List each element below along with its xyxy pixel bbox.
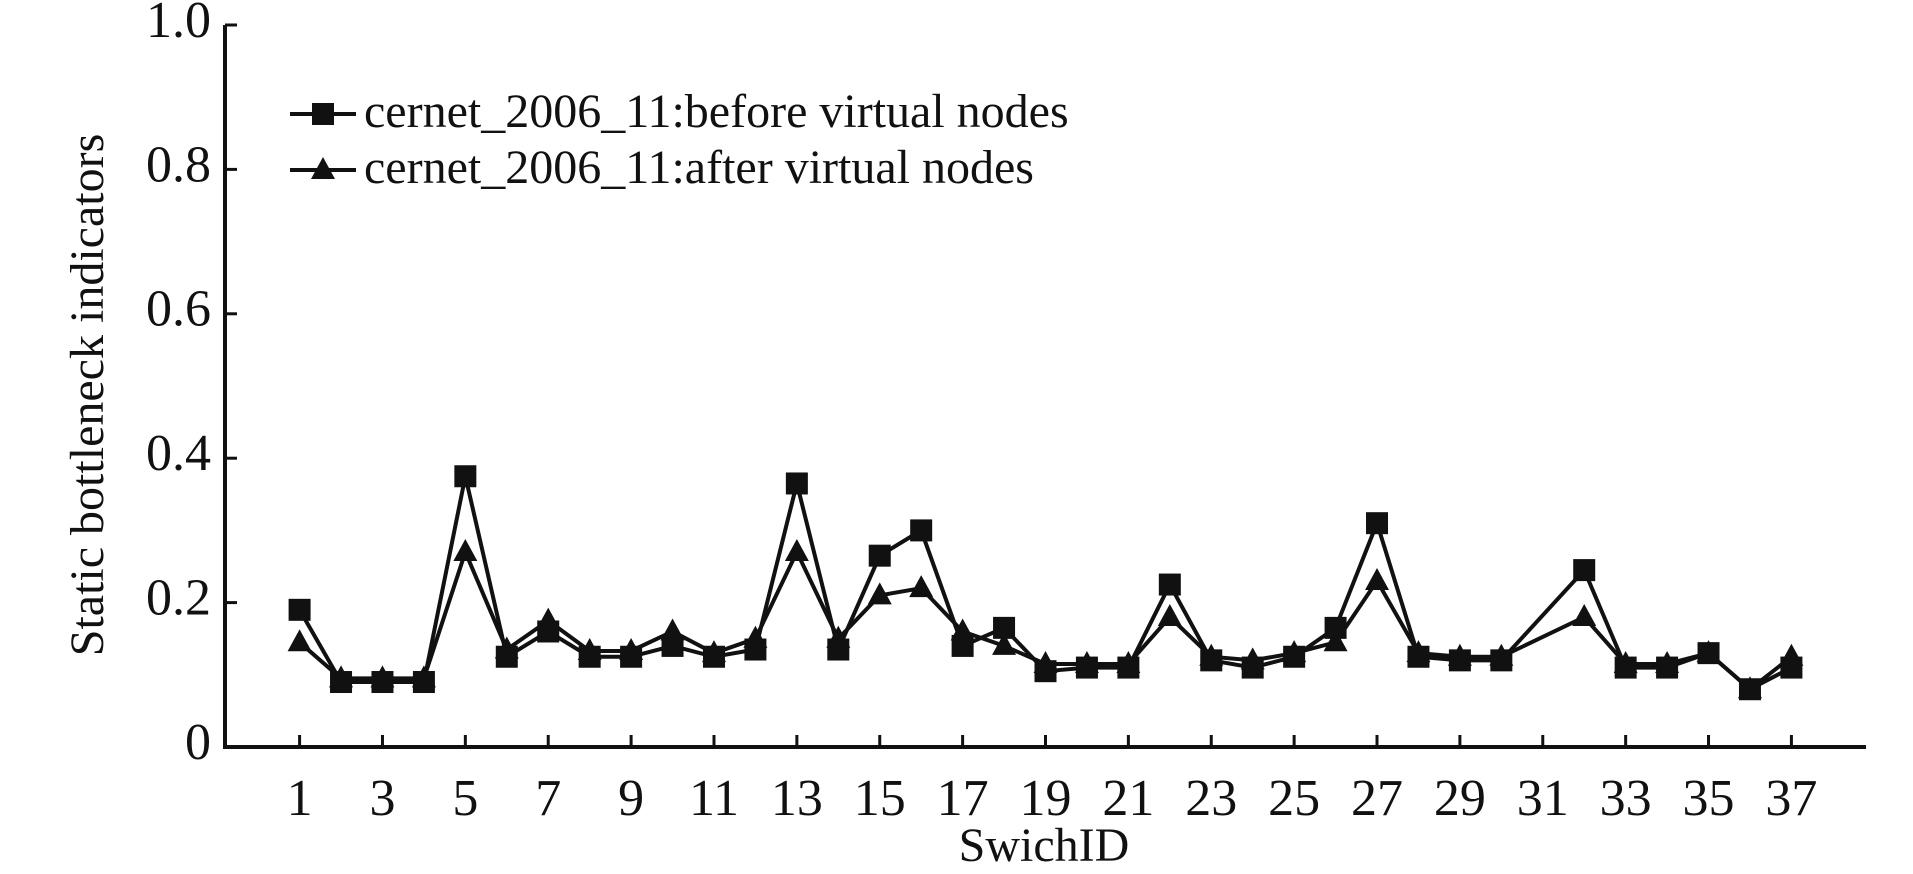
y-tick-label: 1.0 bbox=[146, 0, 211, 49]
marker-square bbox=[868, 544, 891, 567]
x-tick-label: 29 bbox=[1434, 770, 1486, 827]
marker-triangle bbox=[1282, 640, 1307, 663]
marker-triangle bbox=[1199, 643, 1224, 666]
marker-square bbox=[910, 519, 933, 542]
marker-triangle bbox=[1489, 643, 1514, 666]
y-tick-label: 0 bbox=[185, 714, 211, 771]
marker-triangle bbox=[1074, 650, 1099, 673]
x-tick-label: 9 bbox=[618, 770, 644, 827]
marker-triangle bbox=[1323, 629, 1348, 652]
x-tick-label: 33 bbox=[1600, 770, 1652, 827]
marker-triangle bbox=[701, 640, 726, 663]
y-axis-label: Static bottleneck indicators bbox=[61, 134, 114, 657]
marker-square bbox=[785, 472, 808, 495]
x-tick-label: 25 bbox=[1268, 770, 1320, 827]
x-tick-label: 3 bbox=[369, 770, 395, 827]
marker-triangle bbox=[370, 665, 395, 688]
marker-triangle bbox=[1406, 640, 1431, 663]
marker-triangle bbox=[1779, 643, 1804, 666]
marker-triangle bbox=[660, 618, 685, 641]
marker-square bbox=[312, 103, 334, 125]
marker-triangle bbox=[311, 157, 335, 179]
marker-square bbox=[288, 598, 311, 621]
x-tick-label: 35 bbox=[1683, 770, 1735, 827]
marker-triangle bbox=[1033, 650, 1058, 673]
marker-triangle bbox=[411, 665, 436, 688]
marker-triangle bbox=[1447, 643, 1472, 666]
marker-triangle bbox=[329, 665, 354, 688]
x-tick-label: 7 bbox=[535, 770, 561, 827]
marker-triangle bbox=[1116, 650, 1141, 673]
legend-text: cernet_2006_11:after virtual nodes bbox=[364, 141, 1034, 194]
y-tick-label: 0.8 bbox=[146, 136, 211, 193]
marker-triangle bbox=[536, 607, 561, 630]
x-tick-label: 23 bbox=[1185, 770, 1237, 827]
x-tick-label: 1 bbox=[287, 770, 313, 827]
y-tick-label: 0.6 bbox=[146, 281, 211, 338]
marker-triangle bbox=[494, 636, 519, 659]
marker-triangle bbox=[453, 539, 478, 562]
marker-triangle bbox=[909, 575, 934, 598]
y-tick-label: 0.2 bbox=[146, 570, 211, 627]
marker-triangle bbox=[992, 632, 1017, 655]
legend-text: cernet_2006_11:before virtual nodes bbox=[364, 85, 1069, 138]
marker-triangle bbox=[826, 625, 851, 648]
x-tick-label: 5 bbox=[452, 770, 478, 827]
marker-triangle bbox=[1737, 676, 1762, 699]
x-tick-label: 17 bbox=[937, 770, 989, 827]
x-tick-label: 21 bbox=[1102, 770, 1154, 827]
x-tick-label: 13 bbox=[771, 770, 823, 827]
marker-triangle bbox=[287, 629, 312, 652]
x-tick-label: 27 bbox=[1351, 770, 1403, 827]
x-axis-label: SwichID bbox=[959, 819, 1130, 872]
y-tick-label: 0.4 bbox=[146, 425, 211, 482]
marker-triangle bbox=[784, 539, 809, 562]
x-tick-label: 37 bbox=[1765, 770, 1817, 827]
marker-triangle bbox=[619, 637, 644, 660]
marker-triangle bbox=[1696, 640, 1721, 663]
x-tick-label: 11 bbox=[689, 770, 739, 827]
x-tick-label: 31 bbox=[1517, 770, 1569, 827]
marker-triangle bbox=[743, 625, 768, 648]
marker-triangle bbox=[1157, 604, 1182, 627]
x-tick-label: 19 bbox=[1020, 770, 1072, 827]
marker-square bbox=[1573, 559, 1596, 582]
marker-triangle bbox=[1240, 647, 1265, 670]
marker-square bbox=[454, 465, 477, 488]
marker-triangle bbox=[1655, 650, 1680, 673]
marker-triangle bbox=[1613, 650, 1638, 673]
marker-square bbox=[1366, 512, 1389, 535]
marker-triangle bbox=[1365, 567, 1390, 590]
x-tick-label: 15 bbox=[854, 770, 906, 827]
marker-triangle bbox=[1572, 604, 1597, 627]
marker-triangle bbox=[950, 618, 975, 641]
marker-triangle bbox=[577, 637, 602, 660]
marker-square bbox=[1158, 573, 1181, 596]
marker-square bbox=[993, 616, 1016, 639]
marker-triangle bbox=[867, 582, 892, 605]
